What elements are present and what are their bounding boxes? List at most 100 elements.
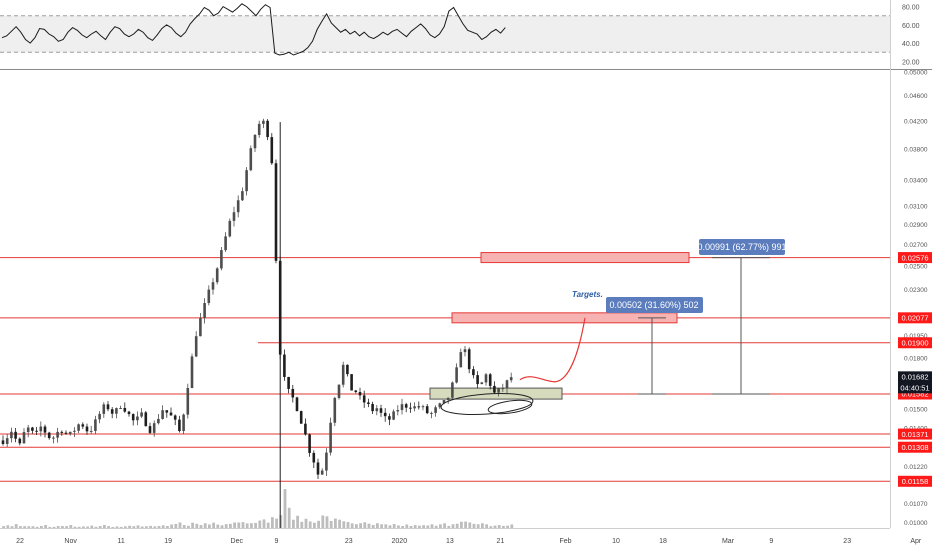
resistance-badge-bg (898, 337, 932, 349)
volume-bar (266, 522, 270, 528)
support-circle (440, 393, 534, 415)
time-tick-label: 22 (16, 538, 24, 545)
volume-bar (233, 522, 236, 528)
candle-body (434, 407, 437, 413)
rsi-pane[interactable]: 80.00 60.00 40.00 20.00 (0, 3, 920, 67)
candle-body (497, 388, 500, 393)
volume-bar (464, 521, 467, 528)
volume-bar (376, 523, 379, 528)
volume-bar (262, 519, 266, 528)
candle-body (375, 408, 379, 412)
price-tick-label: 0.01000 (904, 520, 928, 527)
candle-body (85, 426, 89, 432)
volume-bar (212, 522, 215, 528)
volume-bar (107, 526, 110, 528)
price-axis[interactable]: 0.05000 0.04600 0.04200 0.03800 0.03400 0.031… (904, 70, 928, 527)
price-range-2[interactable]: 0.00991 (62.77%) 991 (697, 239, 787, 395)
volume-bar (430, 524, 434, 528)
volume-bar (174, 523, 178, 528)
target-zone-1[interactable] (451, 312, 678, 324)
candle-body (220, 250, 223, 269)
candle-body (291, 388, 295, 398)
candle-body (39, 426, 43, 432)
time-tick-label: Dec (231, 538, 244, 545)
volume-bar (77, 526, 81, 528)
candle-body (463, 349, 467, 353)
candle-body (127, 411, 131, 415)
volume-bar (61, 526, 64, 528)
candle-body (388, 416, 391, 420)
volume-bar (493, 525, 497, 528)
volume-bar (199, 525, 203, 528)
time-axis[interactable]: 22 Nov 11 19 Dec 9 23 2020 13 21 Feb 10 18 Mar 9 23 Apr (16, 538, 922, 545)
candle-body (493, 385, 496, 393)
price-tick-label: 0.02900 (904, 222, 928, 229)
level-badge (898, 475, 932, 487)
candle-body (26, 427, 30, 433)
volume-bar (426, 525, 430, 528)
volume-bar (182, 525, 186, 528)
time-tick-label: 21 (497, 538, 505, 545)
targets-note: Targets. (572, 290, 603, 299)
volume-bar (128, 525, 131, 528)
candle-body (228, 220, 232, 237)
volume-bar (250, 523, 253, 528)
candle-body (371, 403, 374, 412)
candle-body (18, 438, 22, 444)
volume-bar (195, 523, 199, 528)
volume-bar (506, 525, 509, 528)
range-2-label: 0.00991 (62.77%) 991 (697, 242, 786, 252)
rsi-axis-label: 20.00 (902, 59, 920, 66)
time-tick-label: Apr (910, 538, 922, 545)
candle-body (295, 397, 299, 412)
volume-bar (254, 522, 257, 528)
volume-bar (502, 525, 505, 528)
price-range-1[interactable]: 0.00502 (31.60%) 502 (606, 297, 703, 395)
candle-body (136, 416, 139, 421)
volume-bar (2, 526, 5, 528)
candle-body (119, 408, 122, 410)
candle-body (47, 432, 51, 439)
volume-bar (69, 525, 73, 528)
candle-body (312, 452, 316, 463)
target-zone-2[interactable] (480, 252, 690, 264)
volume-bar (510, 524, 514, 528)
candle-body (140, 412, 143, 417)
rsi-axis-label: 40.00 (902, 41, 920, 48)
candle-body (203, 303, 206, 318)
volume-bar (208, 524, 211, 528)
volume-bar (19, 526, 22, 528)
candle-body (413, 406, 416, 409)
candle-body (73, 430, 76, 432)
volume-bar (292, 519, 295, 528)
candle-body (283, 354, 286, 377)
price-tick-label: 0.04600 (904, 93, 928, 100)
candle-body (350, 374, 353, 391)
volume-bar (363, 522, 367, 528)
price-tick-label: 0.03400 (904, 177, 928, 184)
candle-body (89, 430, 93, 432)
volume-bar (304, 518, 308, 528)
last-price-text: 0.01682 (901, 373, 928, 382)
candle-body (81, 424, 85, 427)
candle-body (215, 268, 219, 283)
candle-body (257, 123, 261, 135)
candle-body (476, 375, 479, 385)
candle-body (274, 163, 278, 261)
volume-bar (90, 525, 94, 528)
volume-bar (35, 526, 39, 528)
volume-bar (367, 523, 371, 528)
level-badge (898, 428, 932, 440)
volume-bar (132, 526, 136, 528)
volume-bar (31, 526, 35, 528)
candle-body (320, 470, 324, 475)
candle-body (106, 404, 110, 410)
candle-body (354, 390, 358, 393)
volume-bar (401, 526, 404, 528)
volume-bar (245, 523, 249, 528)
volume-bar (447, 525, 451, 528)
candle-body (10, 431, 13, 439)
price-tick-label: 0.02700 (904, 242, 928, 249)
candle-body (245, 170, 248, 192)
